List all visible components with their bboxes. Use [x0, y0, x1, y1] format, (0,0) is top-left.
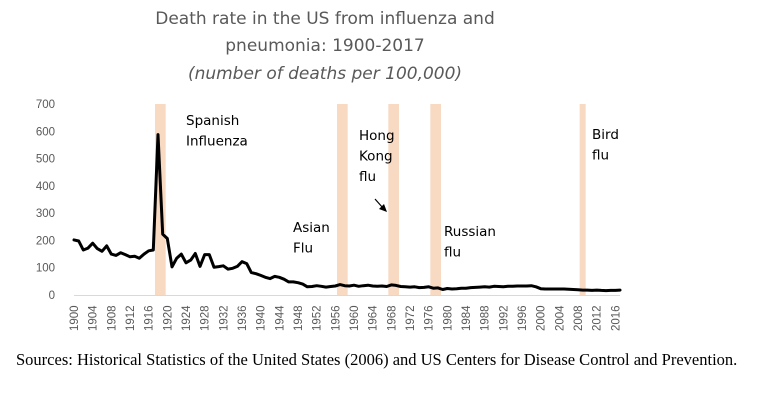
annotation-2-line-1: Kong — [359, 149, 393, 165]
annotation-1-line-0: Asian — [293, 220, 330, 236]
x-tick-label-15: 1960 — [349, 305, 361, 331]
y-tick-label-6: 600 — [36, 126, 55, 138]
source-note: Sources: Historical Statistics of the Un… — [16, 350, 738, 369]
annotations: SpanishInfluenzaAsianFluHongKongfluRussi… — [186, 113, 619, 261]
arrow-head — [379, 204, 387, 212]
y-tick-label-0: 0 — [49, 290, 55, 302]
x-tick-label-0: 1900 — [69, 305, 81, 331]
x-tick-label-11: 1944 — [274, 305, 286, 331]
y-tick-label-1: 100 — [36, 263, 55, 275]
series-line — [72, 133, 622, 293]
y-tick-label-3: 300 — [36, 208, 55, 220]
highlight-band-2 — [388, 104, 399, 295]
x-tick-label-24: 1996 — [517, 305, 529, 331]
y-axis: 0 100 200 300 400 500 600 700 — [36, 99, 55, 302]
annotation-2: Hong Kong flu — [359, 128, 395, 185]
arrow-annotation — [374, 198, 387, 212]
annotation-4-line-0: Bird — [592, 127, 619, 143]
x-tick-label-19: 1976 — [424, 305, 436, 331]
annotation-1-line-1: Flu — [293, 241, 313, 257]
x-axis: 1900 1904 1908 1912 1916 1920 1924 1928 1932 1936… — [69, 295, 622, 331]
annotation-2-line-0: Hong — [359, 128, 395, 144]
x-tick-label-28: 2012 — [592, 305, 604, 331]
annotation-4: Bird flu — [592, 127, 619, 164]
x-tick-label-5: 1920 — [162, 305, 174, 331]
x-tick-label-8: 1932 — [218, 305, 230, 331]
x-tick-label-6: 1924 — [181, 305, 193, 331]
x-tick-label-7: 1928 — [200, 305, 212, 331]
x-tick-label-4: 1916 — [144, 305, 156, 331]
x-tick-label-27: 2008 — [573, 305, 585, 331]
annotation-3-line-1: flu — [444, 245, 461, 261]
x-tick-label-1: 1904 — [88, 305, 100, 331]
x-tick-label-10: 1940 — [256, 305, 268, 331]
x-tick-label-13: 1952 — [312, 305, 324, 331]
highlight-band-3 — [430, 104, 441, 295]
y-tick-label-4: 400 — [36, 181, 55, 193]
chart-subtitle: (number of deaths per 100,000) — [188, 64, 462, 84]
x-tick-label-20: 1980 — [442, 305, 454, 331]
annotation-0-line-1: Influenza — [186, 134, 248, 150]
x-tick-label-2: 1908 — [106, 305, 118, 331]
x-tick-label-3: 1912 — [125, 305, 137, 331]
x-tick-label-22: 1988 — [480, 305, 492, 331]
line-chart: Death rate in the US from influenza and … — [36, 9, 623, 331]
x-tick-label-21: 1984 — [461, 305, 473, 331]
y-tick-label-7: 700 — [36, 99, 55, 111]
highlight-band-4 — [579, 104, 586, 295]
annotation-1: Asian Flu — [293, 220, 330, 257]
annotation-2-line-2: flu — [359, 169, 376, 185]
y-tick-label-2: 200 — [36, 235, 55, 247]
chart-title-line-1: Death rate in the US from influenza and — [155, 9, 495, 29]
series-group — [72, 133, 622, 293]
x-tick-label-18: 1972 — [405, 305, 417, 331]
x-tick-label-16: 1964 — [368, 305, 380, 331]
chart-title-line-2: pneumonia: 1900-2017 — [225, 36, 424, 56]
highlight-band-1 — [337, 104, 348, 295]
y-tick-label-5: 500 — [36, 154, 55, 166]
annotation-0-line-0: Spanish — [186, 113, 239, 129]
x-tick-label-14: 1956 — [330, 305, 342, 331]
x-tick-label-23: 1992 — [498, 305, 510, 331]
annotation-0: Spanish Influenza — [186, 113, 248, 150]
x-tick-label-9: 1936 — [237, 305, 249, 331]
x-tick-label-17: 1968 — [386, 305, 398, 331]
annotation-3-line-0: Russian — [444, 224, 496, 240]
x-tick-label-12: 1948 — [293, 305, 305, 331]
x-tick-label-29: 2016 — [610, 305, 622, 331]
x-tick-label-26: 2004 — [554, 305, 566, 331]
annotation-3: Russian flu — [444, 224, 496, 261]
annotation-4-line-1: flu — [592, 148, 609, 164]
x-tick-label-25: 2000 — [536, 305, 548, 331]
